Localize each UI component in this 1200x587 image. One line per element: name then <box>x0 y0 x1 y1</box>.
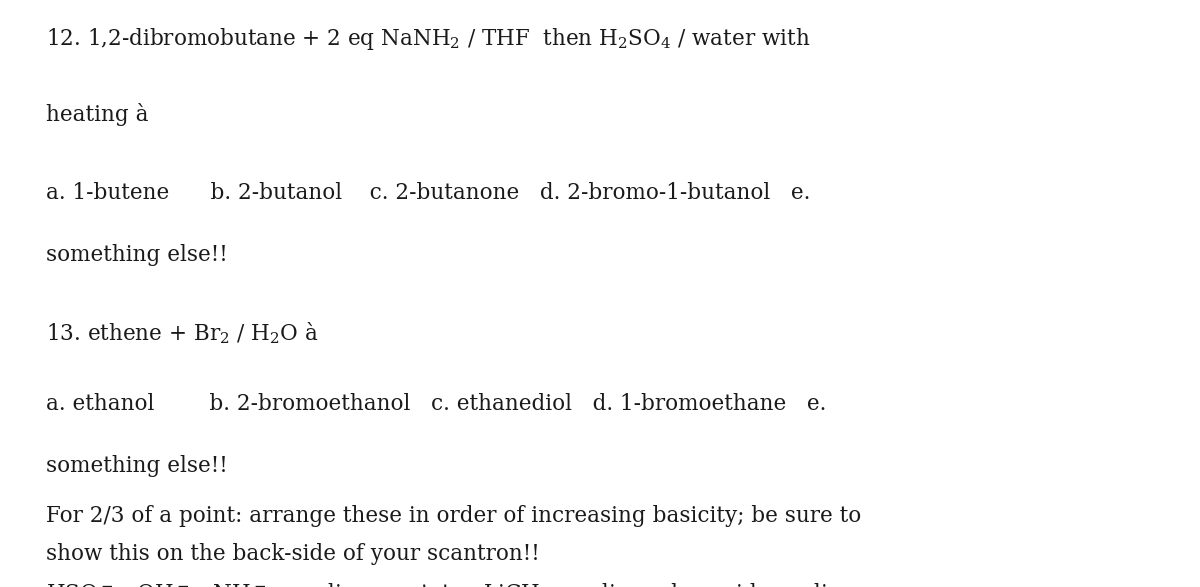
Text: heating à: heating à <box>46 103 148 126</box>
Text: a. 1-butene      b. 2-butanol    c. 2-butanone   d. 2-bromo-1-butanol   e.: a. 1-butene b. 2-butanol c. 2-butanone d… <box>46 182 810 204</box>
Text: HSO$_4^-$ , OH$^-$ , NH$_2^-$ ,  sodium acetate,  LiCH$_3$ , sodium phenoxide, s: HSO$_4^-$ , OH$^-$ , NH$_2^-$ , sodium a… <box>46 581 863 587</box>
Text: something else!!: something else!! <box>46 244 227 265</box>
Text: something else!!: something else!! <box>46 455 227 477</box>
Text: 13. ethene + Br$_2$ / H$_2$O à: 13. ethene + Br$_2$ / H$_2$O à <box>46 320 318 346</box>
Text: For 2/3 of a point: arrange these in order of increasing basicity; be sure to: For 2/3 of a point: arrange these in ord… <box>46 505 860 527</box>
Text: 12. 1,2-dibromobutane + 2 eq NaNH$_2$ / THF  then H$_2$SO$_4$ / water with: 12. 1,2-dibromobutane + 2 eq NaNH$_2$ / … <box>46 26 810 52</box>
Text: show this on the back-side of your scantron!!: show this on the back-side of your scant… <box>46 543 539 565</box>
Text: a. ethanol        b. 2-bromoethanol   c. ethanediol   d. 1-bromoethane   e.: a. ethanol b. 2-bromoethanol c. ethanedi… <box>46 393 826 415</box>
